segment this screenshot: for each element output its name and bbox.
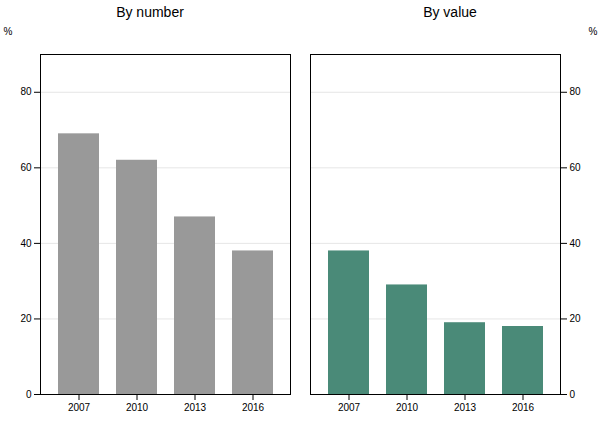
html-text:By number: By number — [116, 4, 184, 20]
svg-text:2010: 2010 — [396, 402, 419, 413]
svg-text:60: 60 — [20, 162, 32, 173]
svg-text:20: 20 — [570, 313, 582, 324]
svg-text:0: 0 — [26, 389, 32, 400]
svg-text:2016: 2016 — [242, 402, 265, 413]
svg-text:2016: 2016 — [512, 402, 535, 413]
svg-text:40: 40 — [20, 238, 32, 249]
svg-text:80: 80 — [20, 86, 32, 97]
html-text:By value: By value — [423, 4, 477, 20]
svg-text:60: 60 — [570, 162, 582, 173]
svg-text:80: 80 — [570, 86, 582, 97]
svg-text:40: 40 — [570, 238, 582, 249]
svg-text:20: 20 — [20, 313, 32, 324]
svg-text:2013: 2013 — [454, 402, 477, 413]
svg-text:2007: 2007 — [68, 402, 91, 413]
svg-text:%: % — [589, 26, 598, 37]
svg-text:2007: 2007 — [338, 402, 361, 413]
svg-text:2013: 2013 — [184, 402, 207, 413]
svg-text:%: % — [4, 26, 13, 37]
svg-text:0: 0 — [570, 389, 576, 400]
svg-text:2010: 2010 — [126, 402, 149, 413]
